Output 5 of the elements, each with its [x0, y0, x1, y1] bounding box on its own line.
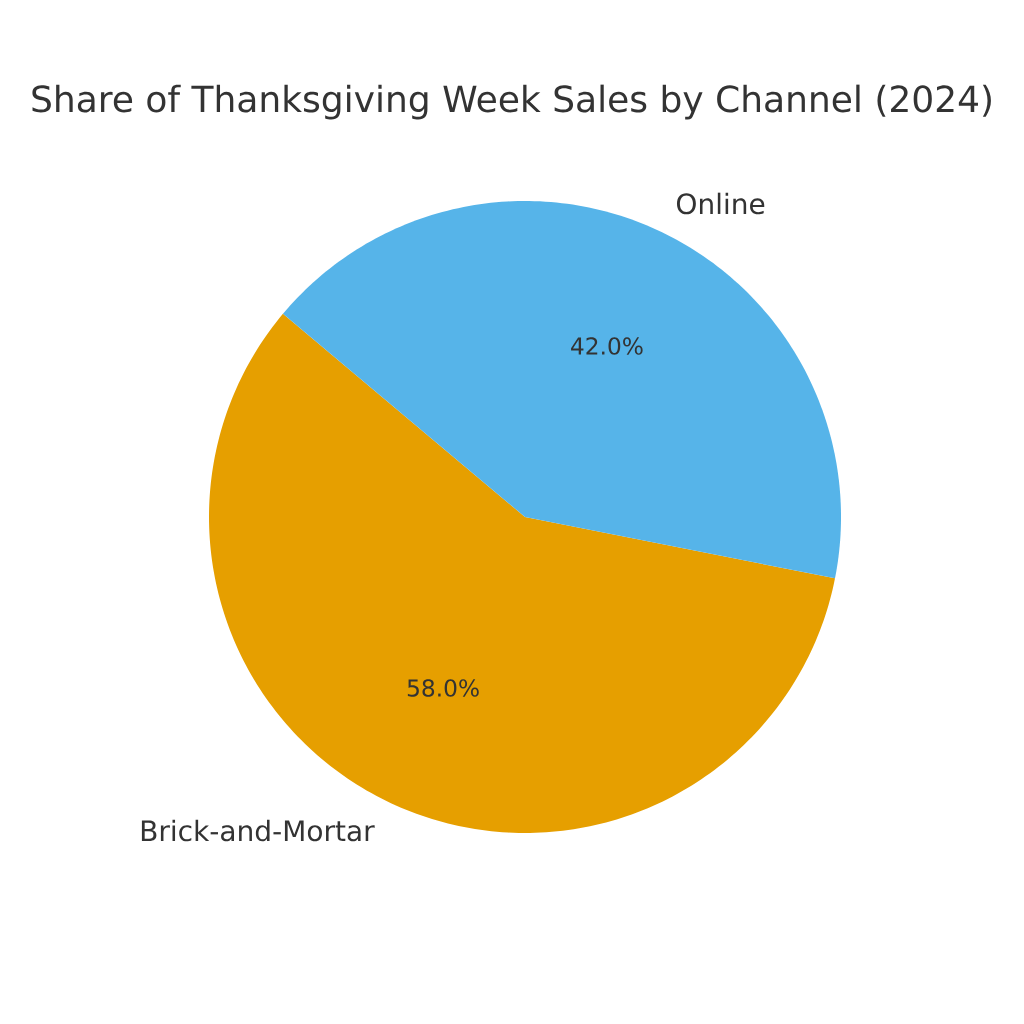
chart-title: Share of Thanksgiving Week Sales by Channel (2024) — [32, 84, 991, 120]
data-label: 42.0% — [571, 337, 643, 355]
data-label: 58.0% — [407, 679, 479, 697]
slice-label: Brick-and-Mortar — [141, 819, 375, 842]
slice-label: Online — [676, 192, 765, 215]
